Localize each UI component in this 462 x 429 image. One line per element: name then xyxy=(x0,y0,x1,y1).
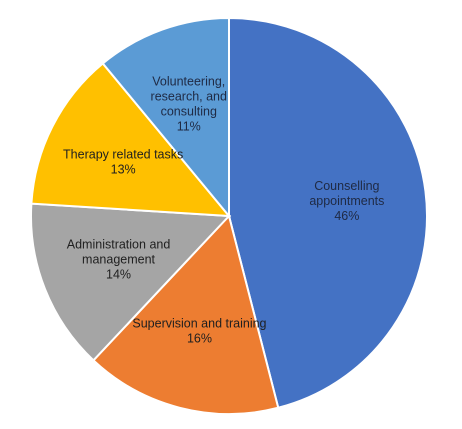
pie-slice-label-4: Volunteering, research, and consulting 11% xyxy=(151,75,227,134)
pie-slice-label-2: Administration and management 14% xyxy=(67,238,171,282)
pie-slice-value-label: 11% xyxy=(177,120,201,134)
pie-slice-value-label: 16% xyxy=(187,332,212,346)
pie-slice-category-label: consulting xyxy=(161,105,217,119)
pie-slice-category-label: Therapy related tasks xyxy=(63,148,183,162)
pie-slice-label-0: Counselling appointments 46% xyxy=(309,179,384,223)
pie-labels: Counselling appointments 46% Supervision an… xyxy=(63,75,384,346)
pie-slice-1 xyxy=(92,213,280,415)
pie-slice-3 xyxy=(30,62,232,218)
pie-slice-category-label: appointments xyxy=(309,194,384,208)
pie-slice-value-label: 14% xyxy=(106,268,131,282)
pie-slice-label-1: Supervision and training 16% xyxy=(132,317,266,346)
pie-slice-category-label: Supervision and training xyxy=(132,317,266,331)
pie-slices xyxy=(30,16,428,415)
pie-slice-category-label: management xyxy=(82,253,155,267)
pie-slice-category-label: Counselling xyxy=(314,179,379,193)
pie-slice-category-label: Administration and xyxy=(67,238,171,252)
pie-slice-category-label: Volunteering, xyxy=(152,75,225,89)
pie-slice-0 xyxy=(228,16,428,409)
pie-slice-category-label: research, and xyxy=(151,90,227,104)
pie-slice-2 xyxy=(30,202,232,362)
pie-slice-value-label: 46% xyxy=(334,209,359,223)
pie-slice-label-3: Therapy related tasks 13% xyxy=(63,148,183,177)
pie-slice-value-label: 13% xyxy=(111,163,136,177)
pie-slice-4 xyxy=(101,16,230,219)
